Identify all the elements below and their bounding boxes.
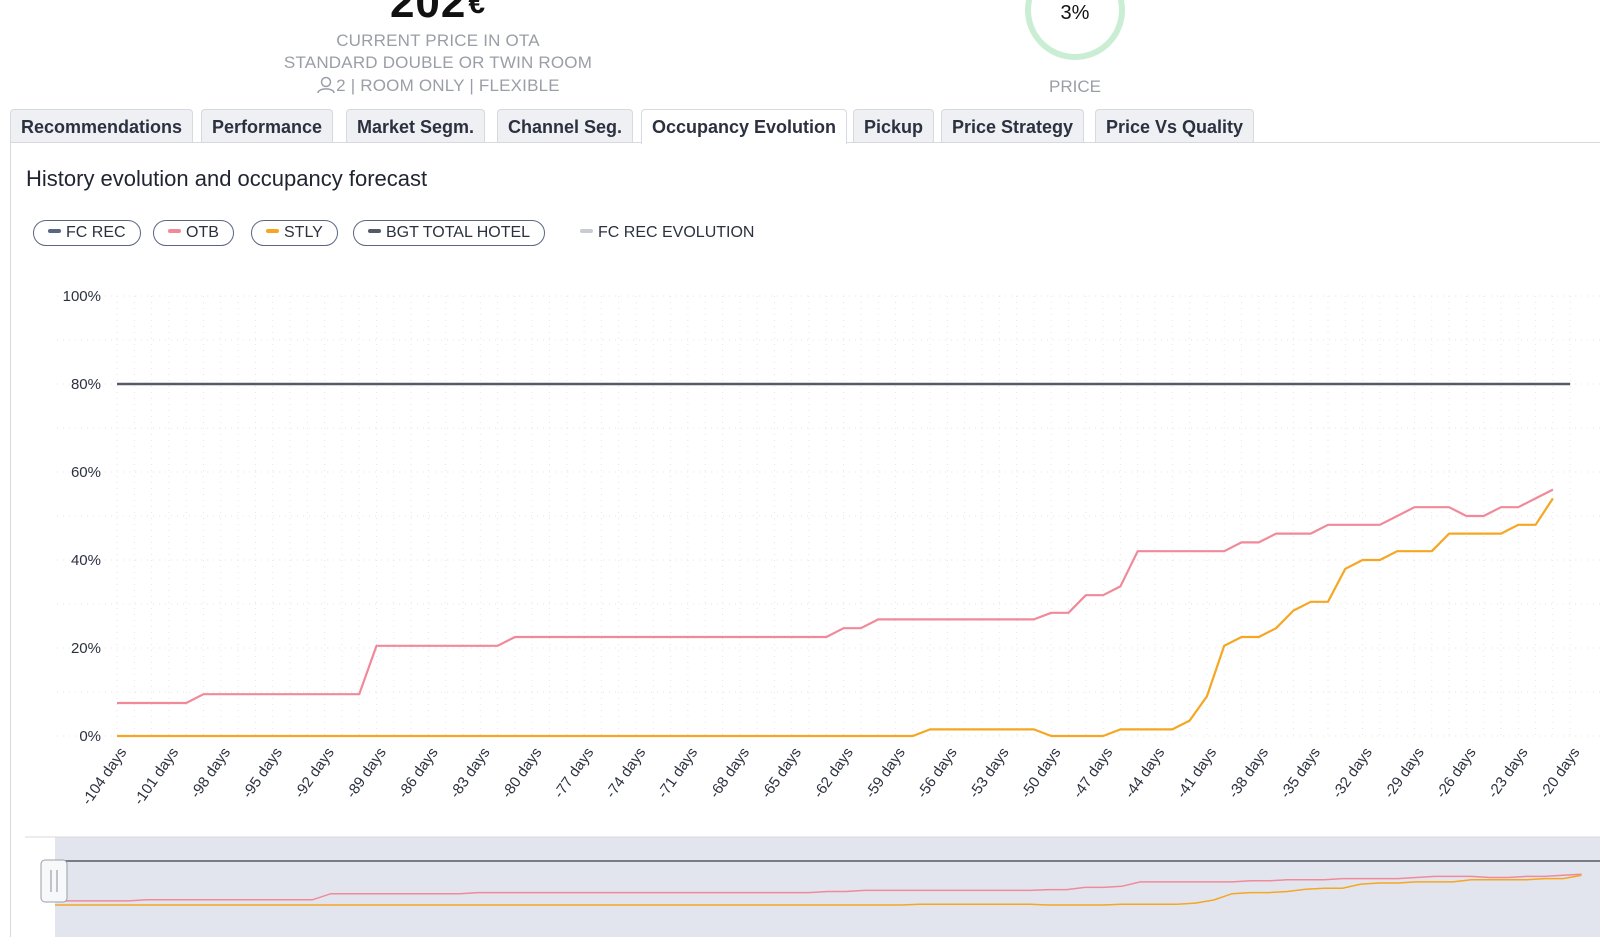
x-tick-label: -86 days: [395, 745, 442, 802]
x-tick-label: -32 days: [1329, 745, 1376, 802]
tab-price-strategy[interactable]: Price Strategy: [941, 109, 1085, 142]
x-tick-label: -50 days: [1018, 745, 1065, 802]
x-tick-label: -35 days: [1277, 745, 1324, 802]
x-tick-label: -89 days: [343, 745, 390, 802]
y-tick-label: 80%: [71, 376, 101, 393]
x-tick-label: -23 days: [1485, 745, 1532, 802]
x-tick-label: -65 days: [758, 745, 805, 802]
price-currency: €: [468, 0, 487, 20]
series-line-stly: [117, 497, 1554, 738]
tab-performance[interactable]: Performance: [201, 109, 334, 142]
legend-swatch: [48, 229, 61, 233]
legend-swatch: [266, 229, 279, 233]
legend-fc-rec[interactable]: FC REC: [33, 220, 141, 246]
x-tick-label: -68 days: [706, 745, 753, 802]
price-value: 202: [389, 0, 467, 27]
x-tick-label: -26 days: [1433, 745, 1480, 802]
x-tick-label: -74 days: [602, 745, 649, 802]
navigator-line-stly: [55, 874, 1582, 906]
x-tick-label: -44 days: [1121, 745, 1168, 802]
legend-label: FC REC: [66, 224, 126, 241]
person-icon: [317, 76, 335, 94]
y-tick-label: 100%: [63, 288, 101, 305]
y-tick-label: 0%: [79, 728, 101, 745]
tab-pickup[interactable]: Pickup: [853, 109, 935, 142]
legend-bgt-total-hotel[interactable]: BGT TOTAL HOTEL: [353, 220, 546, 246]
room-details-text: 2 | ROOM ONLY | FLEXIBLE: [336, 76, 560, 95]
room-type: STANDARD DOUBLE OR TWIN ROOM: [283, 53, 593, 72]
x-tick-label: -71 days: [654, 745, 701, 802]
x-tick-label: -29 days: [1381, 745, 1428, 802]
x-tick-label: -98 days: [187, 745, 234, 802]
tab-occupancy-evolution[interactable]: Occupancy Evolution: [641, 109, 848, 144]
navigator-line-otb: [55, 873, 1582, 902]
x-tick-label: -101 days: [130, 745, 182, 809]
price-gauge-value: 3%: [1060, 2, 1090, 24]
x-tick-label: -83 days: [447, 745, 494, 802]
x-tick-label: -53 days: [966, 745, 1013, 802]
series-line-otb: [117, 488, 1554, 705]
legend-label: OTB: [186, 224, 219, 241]
tab-price-vs-quality[interactable]: Price Vs Quality: [1095, 109, 1255, 142]
grip-handle-icon[interactable]: [40, 859, 68, 903]
tab-market-segm[interactable]: Market Segm.: [346, 109, 486, 142]
legend-swatch: [168, 229, 181, 233]
y-tick-label: 60%: [71, 464, 101, 481]
x-tick-label: -20 days: [1537, 745, 1584, 802]
x-tick-label: -95 days: [239, 745, 286, 802]
legend-label: BGT TOTAL HOTEL: [386, 224, 531, 241]
x-tick-label: -47 days: [1069, 745, 1116, 802]
legend-swatch: [580, 229, 593, 233]
legend-swatch: [368, 229, 381, 233]
room-details: 2 | ROOM ONLY | FLEXIBLE: [240, 76, 636, 96]
x-tick-label: -92 days: [291, 745, 338, 802]
occupancy-panel: [10, 143, 1600, 937]
price-gauge-label: PRICE: [1049, 77, 1101, 96]
legend-fc-rec-evolution[interactable]: FC REC EVOLUTION: [565, 220, 770, 246]
y-tick-label: 20%: [71, 640, 101, 657]
x-tick-label: -41 days: [1173, 745, 1220, 802]
tab-bar: Recommendations Performance Market Segm.…: [10, 109, 1600, 144]
x-tick-label: -56 days: [914, 745, 961, 802]
panel-title: History evolution and occupancy forecast: [26, 166, 428, 191]
x-tick-label: -104 days: [79, 745, 131, 809]
x-tick-label: -59 days: [862, 745, 909, 802]
legend-label: STLY: [284, 224, 323, 241]
price-caption: CURRENT PRICE IN OTA: [336, 31, 540, 50]
navigator-selection: [55, 837, 1600, 937]
y-tick-label: 40%: [71, 552, 101, 569]
x-tick-label: -77 days: [550, 745, 597, 802]
current-price: 202€: [300, 0, 576, 28]
tab-channel-seg[interactable]: Channel Seg.: [497, 109, 634, 142]
legend-stly[interactable]: STLY: [251, 220, 338, 246]
x-tick-label: -38 days: [1225, 745, 1272, 802]
x-tick-label: -80 days: [499, 745, 546, 802]
legend-label: FC REC EVOLUTION: [598, 224, 755, 241]
x-tick-label: -62 days: [810, 745, 857, 802]
legend-otb[interactable]: OTB: [153, 220, 234, 246]
tab-recommendations[interactable]: Recommendations: [10, 109, 194, 142]
